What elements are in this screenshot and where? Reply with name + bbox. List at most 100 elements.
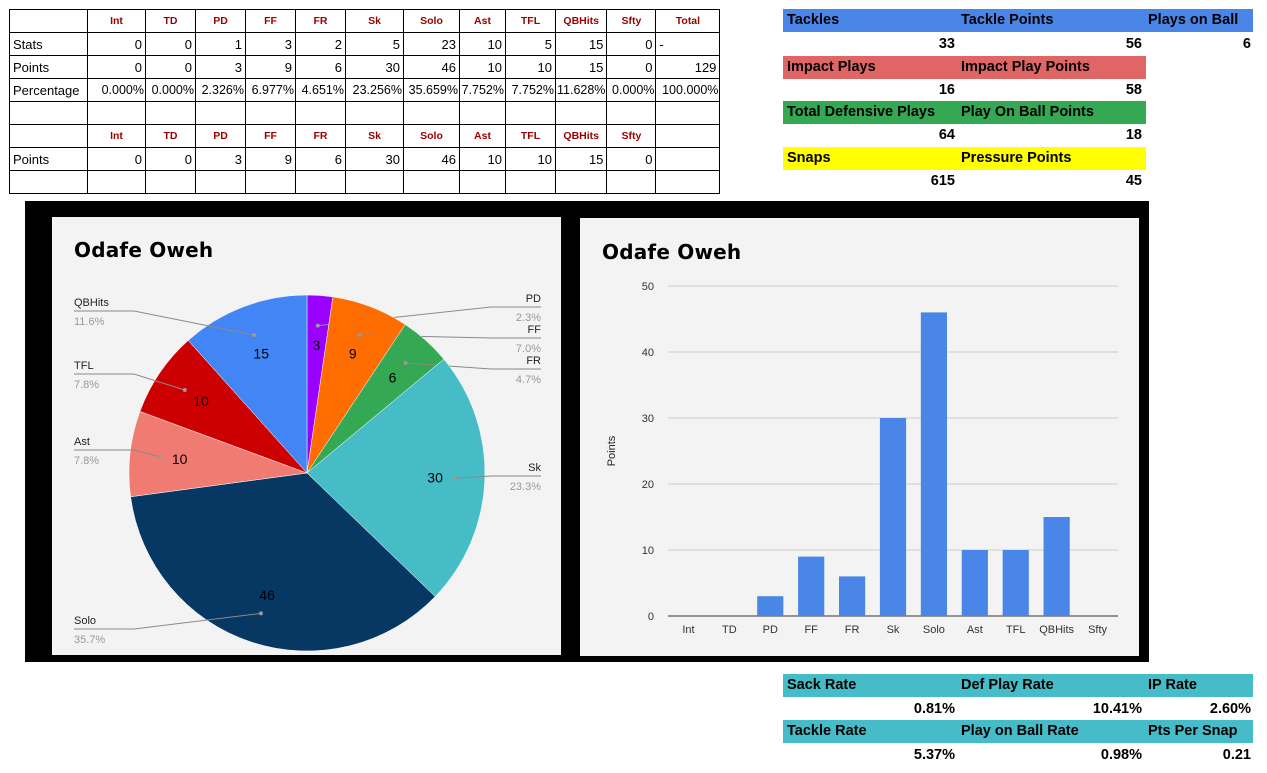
bar-solo[interactable] bbox=[920, 312, 947, 616]
table-cell: 7.752% bbox=[459, 78, 506, 102]
table-cell: 46 bbox=[403, 55, 460, 79]
summary-row-defensive: Total Defensive Plays Play On Ball Point… bbox=[783, 101, 1146, 124]
tackle-rate-label: Tackle Rate bbox=[787, 723, 867, 739]
ip-rate-value: 2.60% bbox=[1209, 701, 1251, 717]
table-header-cell: FF bbox=[245, 9, 296, 33]
table-cell-empty bbox=[554, 101, 608, 125]
bar-ast[interactable] bbox=[961, 550, 988, 616]
table-header-cell: Total bbox=[655, 9, 721, 33]
table-row-empty bbox=[9, 101, 721, 125]
play-on-ball-points-label: Play On Ball Points bbox=[961, 104, 1094, 120]
pie-value-label: 6 bbox=[389, 370, 397, 386]
pie-slice-qbhits[interactable] bbox=[187, 294, 308, 474]
def-play-rate-label: Def Play Rate bbox=[961, 677, 1054, 693]
table-cell bbox=[655, 147, 721, 171]
table-cell-empty bbox=[245, 170, 296, 194]
table-cell-empty bbox=[9, 170, 88, 194]
bar-tfl[interactable] bbox=[1002, 550, 1029, 616]
table-cell-empty bbox=[9, 9, 88, 33]
x-tick-label: FR bbox=[845, 624, 860, 636]
pts-per-snap-label: Pts Per Snap bbox=[1148, 723, 1238, 739]
pie-category-label: Sk bbox=[528, 462, 541, 474]
table-cell: 0 bbox=[606, 55, 657, 79]
bar-qbhits[interactable] bbox=[1043, 517, 1070, 616]
table-cell: 1 bbox=[195, 32, 246, 56]
table-header-cell: FF bbox=[245, 124, 296, 148]
table-cell: 0.000% bbox=[606, 78, 657, 102]
table-cell: 0 bbox=[145, 147, 196, 171]
pie-leader-dot bbox=[182, 387, 187, 392]
table-cell: 100.000% bbox=[655, 78, 721, 102]
table-cell-empty bbox=[295, 170, 346, 194]
table-cell: 30 bbox=[345, 147, 404, 171]
tackle-points-value: 56 bbox=[1125, 36, 1142, 52]
pie-leader-dot bbox=[158, 454, 163, 459]
table-cell-empty bbox=[9, 101, 88, 125]
pie-category-label: Solo bbox=[74, 615, 96, 627]
table-cell: 4.651% bbox=[295, 78, 346, 102]
pie-value-label: 10 bbox=[193, 393, 209, 409]
pie-chart-panel: Odafe Oweh 3 PD 2.3% 9 FF 7.0% 6 FR 4.7% 30 Sk 23.3… bbox=[52, 217, 561, 655]
summary-row-rates-2: Tackle Rate Play on Ball Rate Pts Per Sn… bbox=[783, 720, 1253, 743]
bar-sk[interactable] bbox=[879, 418, 907, 616]
pie-leader-dot bbox=[403, 360, 408, 365]
pressure-points-label: Pressure Points bbox=[961, 150, 1072, 166]
table-header-cell: QBHits bbox=[554, 124, 608, 148]
x-tick-label: PD bbox=[763, 624, 778, 636]
table-header-cell: Solo bbox=[403, 9, 460, 33]
pie-value-label: 9 bbox=[349, 345, 357, 361]
bar-pd[interactable] bbox=[757, 596, 784, 616]
table-cell: 0 bbox=[606, 147, 657, 171]
y-tick-label: 0 bbox=[648, 611, 654, 623]
table-cell: 0 bbox=[87, 32, 146, 56]
table-header-cell: FR bbox=[295, 124, 346, 148]
table-cell: 46 bbox=[403, 147, 460, 171]
stats-table: Int TD PD FF FR Sk Solo Ast TFL QBHits Sfty Total St… bbox=[9, 9, 721, 194]
x-tick-label: FF bbox=[804, 624, 818, 636]
pie-slice-solo[interactable] bbox=[130, 472, 436, 652]
tackle-rate-value: 5.37% bbox=[913, 747, 955, 763]
table-cell-empty bbox=[145, 101, 196, 125]
table-cell: 30 bbox=[345, 55, 404, 79]
table-cell: 10 bbox=[505, 147, 556, 171]
pie-category-label: FF bbox=[528, 324, 542, 336]
table-cell: 2.326% bbox=[195, 78, 246, 102]
table-row: Points 0 0 3 9 6 30 46 10 10 15 0 129 bbox=[9, 55, 721, 79]
pie-category-label: FR bbox=[526, 355, 541, 367]
bar-fr[interactable] bbox=[839, 576, 866, 616]
total-defensive-plays-label: Total Defensive Plays bbox=[787, 104, 936, 120]
table-cell: 0 bbox=[87, 55, 146, 79]
table-cell-empty bbox=[195, 101, 246, 125]
pie-leader-line bbox=[405, 362, 541, 370]
pie-slice-sk[interactable] bbox=[306, 358, 486, 597]
table-row: Stats 0 0 1 3 2 5 23 10 5 15 0- bbox=[9, 32, 721, 56]
bar-chart-panel: Odafe Oweh 0 10 20 30 40 50 Points Int TD PD FF FR S… bbox=[580, 218, 1139, 656]
table-cell-empty bbox=[606, 101, 657, 125]
table-cell-empty bbox=[87, 170, 146, 194]
pie-chart-title: Odafe Oweh bbox=[74, 238, 214, 262]
bar-ff[interactable] bbox=[798, 556, 825, 616]
table-cell-empty bbox=[295, 101, 346, 125]
pie-percent-label: 2.3% bbox=[516, 312, 541, 324]
table-cell: 15 bbox=[554, 55, 608, 79]
pie-percent-label: 7.0% bbox=[516, 343, 541, 355]
table-header-cell: PD bbox=[195, 124, 246, 148]
table-header-row: Int TD PD FF FR Sk Solo Ast TFL QBHits Sfty bbox=[9, 124, 721, 148]
play-on-ball-rate-value: 0.98% bbox=[1100, 747, 1142, 763]
pie-leader-line bbox=[74, 373, 185, 391]
table-cell: 3 bbox=[195, 147, 246, 171]
table-cell-empty bbox=[459, 101, 506, 125]
table-cell-empty bbox=[195, 170, 246, 194]
tackles-label: Tackles bbox=[787, 12, 840, 28]
snaps-value: 615 bbox=[930, 173, 955, 189]
table-cell: 0 bbox=[145, 55, 196, 79]
table-cell: 9 bbox=[245, 55, 296, 79]
plays-on-ball-value: 6 bbox=[1242, 36, 1251, 52]
table-header-cell: PD bbox=[195, 9, 246, 33]
table-cell: 129 bbox=[655, 55, 721, 79]
table-cell-empty bbox=[9, 124, 88, 148]
plays-on-ball-label: Plays on Ball bbox=[1148, 12, 1239, 28]
bar-chart-title: Odafe Oweh bbox=[602, 240, 742, 264]
pie-leader-dot bbox=[452, 476, 457, 481]
table-cell: 5 bbox=[505, 32, 556, 56]
